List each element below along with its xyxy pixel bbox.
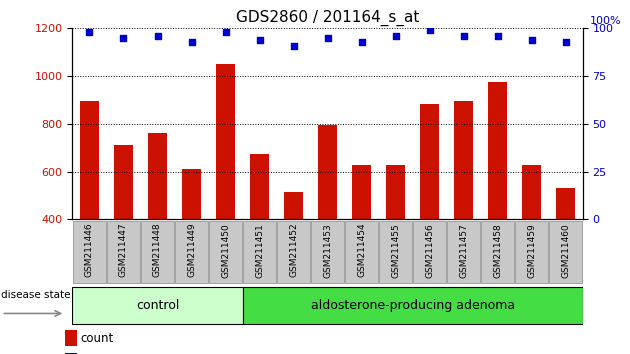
Bar	[141, 222, 174, 283]
Bar	[447, 222, 480, 283]
Text: disease state: disease state	[1, 290, 71, 300]
Text: GSM211450: GSM211450	[221, 223, 230, 278]
Text: GSM211454: GSM211454	[357, 223, 366, 278]
Bar	[216, 64, 235, 219]
Bar	[284, 192, 303, 219]
Point	[425, 27, 435, 33]
Text: GSM211456: GSM211456	[425, 223, 434, 278]
Bar	[148, 133, 167, 219]
Bar	[80, 101, 99, 219]
Bar	[182, 169, 201, 219]
Text: GSM211453: GSM211453	[323, 223, 332, 278]
Bar	[413, 222, 446, 283]
Point	[527, 37, 537, 42]
Text: GSM211460: GSM211460	[561, 223, 570, 278]
Text: GSM211457: GSM211457	[459, 223, 468, 278]
Bar	[345, 222, 378, 283]
Point	[459, 33, 469, 39]
Bar	[243, 287, 583, 324]
Bar	[386, 165, 405, 219]
Text: GSM211458: GSM211458	[493, 223, 502, 278]
Point	[357, 39, 367, 45]
Point	[323, 35, 333, 41]
Text: GSM211455: GSM211455	[391, 223, 400, 278]
Bar	[515, 222, 548, 283]
Point	[391, 33, 401, 39]
Bar	[488, 82, 507, 219]
Bar	[65, 330, 77, 346]
Point	[186, 39, 197, 45]
Bar	[556, 188, 575, 219]
Bar	[73, 222, 106, 283]
Point	[255, 37, 265, 42]
Bar	[481, 222, 514, 283]
Title: GDS2860 / 201164_s_at: GDS2860 / 201164_s_at	[236, 9, 420, 25]
Text: GSM211448: GSM211448	[153, 223, 162, 278]
Bar	[209, 222, 242, 283]
Point	[561, 39, 571, 45]
Bar	[114, 145, 133, 219]
Point	[220, 29, 231, 35]
Point	[118, 35, 129, 41]
Text: aldosterone-producing adenoma: aldosterone-producing adenoma	[311, 299, 515, 312]
Text: GSM211449: GSM211449	[187, 223, 196, 278]
Text: control: control	[136, 299, 179, 312]
Bar	[277, 222, 310, 283]
Bar	[72, 287, 243, 324]
Text: GSM211459: GSM211459	[527, 223, 536, 278]
Bar	[175, 222, 208, 283]
Text: GSM211451: GSM211451	[255, 223, 264, 278]
Bar	[522, 165, 541, 219]
Bar	[311, 222, 344, 283]
Bar	[65, 353, 77, 354]
Bar	[250, 154, 269, 219]
Point	[493, 33, 503, 39]
Point	[152, 33, 163, 39]
Text: GSM211446: GSM211446	[85, 223, 94, 278]
Point	[289, 43, 299, 48]
Bar	[420, 104, 439, 219]
Text: GSM211452: GSM211452	[289, 223, 298, 278]
Bar	[454, 101, 473, 219]
Text: GSM211447: GSM211447	[119, 223, 128, 278]
Bar	[549, 222, 582, 283]
Text: count: count	[81, 332, 114, 345]
Bar	[379, 222, 412, 283]
Bar	[107, 222, 140, 283]
Bar	[352, 165, 371, 219]
Point	[84, 29, 94, 35]
Text: 100%: 100%	[590, 16, 621, 25]
Bar	[243, 222, 276, 283]
Bar	[318, 125, 337, 219]
